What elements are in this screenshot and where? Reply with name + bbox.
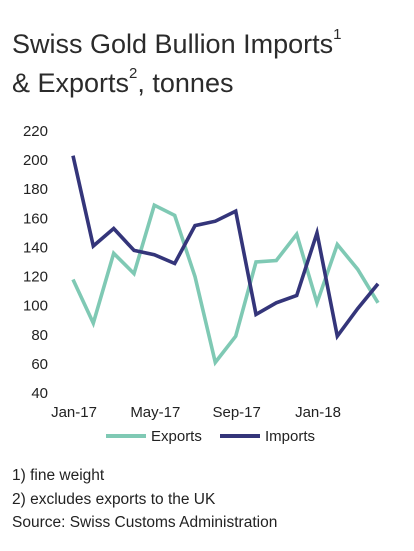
series-line-imports <box>71 155 380 341</box>
y-tick-label: 100 <box>23 298 48 315</box>
y-tick-label: 160 <box>23 210 48 227</box>
chart-title: Swiss Gold Bullion Imports1 & Exports2, … <box>12 22 407 100</box>
legend-item-imports: Imports <box>220 428 315 445</box>
legend-label: Exports <box>151 428 202 445</box>
x-tick-label: Jan-17 <box>51 404 97 421</box>
footnote-1: 1) fine weight <box>12 467 105 484</box>
title-line-2: & Exports2, tonnes <box>12 65 234 98</box>
y-axis: 40 60 80 100 120 140 160 180 200 220 <box>23 123 48 402</box>
y-tick-label: 120 <box>23 269 48 286</box>
x-tick-label: May-17 <box>130 404 180 421</box>
legend-item-exports: Exports <box>106 428 202 445</box>
x-axis: Jan-17 May-17 Sep-17 Jan-18 <box>51 404 341 421</box>
y-tick-label: 180 <box>23 181 48 198</box>
y-tick-label: 140 <box>23 239 48 256</box>
series-line-exports <box>71 202 380 367</box>
footnotes: 1) fine weight 2) excludes exports to th… <box>12 464 407 535</box>
source-note: Source: Swiss Customs Administration <box>12 514 278 531</box>
y-tick-label: 40 <box>31 385 48 402</box>
series-lines <box>71 155 380 367</box>
x-tick-label: Sep-17 <box>212 404 260 421</box>
legend-label: Imports <box>265 428 315 445</box>
y-tick-label: 80 <box>31 327 48 344</box>
line-chart: 40 60 80 100 120 140 160 180 200 220 Jan-17 May-17… <box>23 123 380 445</box>
footnote-2: 2) excludes exports to the UK <box>12 490 216 508</box>
title-line-1: Swiss Gold Bullion Imports1 <box>12 26 342 59</box>
y-tick-label: 60 <box>31 356 48 373</box>
y-tick-label: 200 <box>23 152 48 169</box>
legend: Exports Imports <box>106 428 315 445</box>
x-tick-label: Jan-18 <box>295 404 341 421</box>
y-tick-label: 220 <box>23 123 48 140</box>
